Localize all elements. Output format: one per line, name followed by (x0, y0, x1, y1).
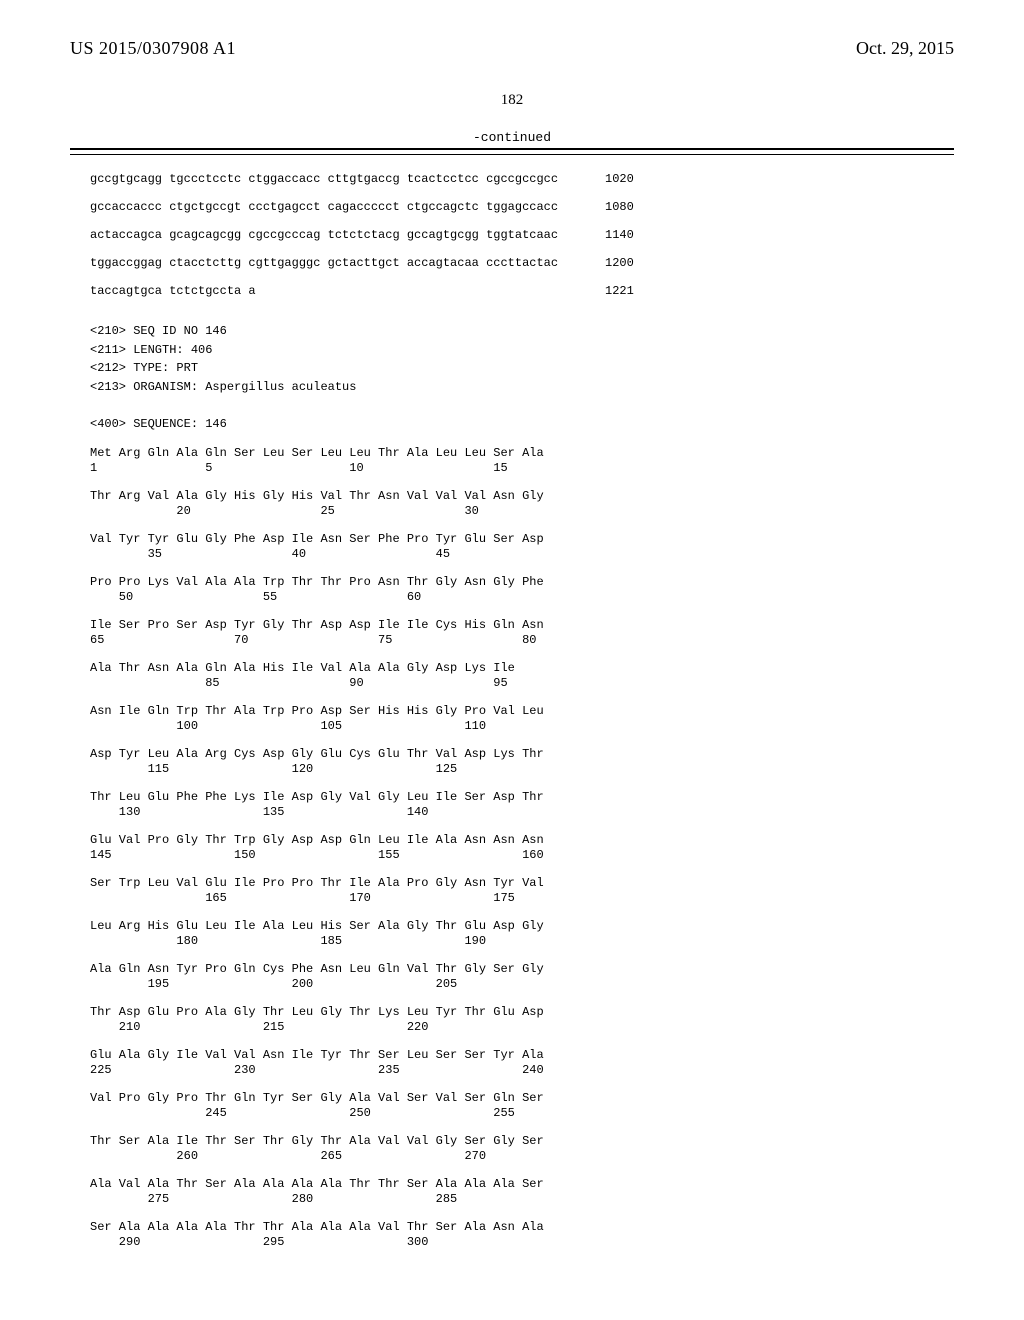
nucleotide-line: gccgtgcagg tgccctcctc ctggaccacc cttgtga… (90, 172, 558, 186)
protein-aa-line: Leu Arg His Glu Leu Ile Ala Leu His Ser … (90, 919, 544, 933)
rule-top (70, 148, 954, 150)
protein-aa-line: Ser Trp Leu Val Glu Ile Pro Pro Thr Ile … (90, 876, 544, 890)
protein-aa-line: Met Arg Gln Ala Gln Ser Leu Ser Leu Leu … (90, 446, 544, 460)
nucleotide-line: taccagtgca tctctgccta a (90, 284, 256, 298)
protein-aa-line: Ser Ala Ala Ala Ala Thr Thr Ala Ala Ala … (90, 1220, 544, 1234)
seq-header-line: <210> SEQ ID NO 146 (90, 324, 227, 338)
nucleotide-pos: 1140 (605, 228, 634, 242)
seq-header-line: <400> SEQUENCE: 146 (90, 417, 227, 431)
protein-num-line: 85 90 95 (90, 676, 508, 690)
protein-num-line: 130 135 140 (90, 805, 428, 819)
protein-aa-line: Thr Leu Glu Phe Phe Lys Ile Asp Gly Val … (90, 790, 544, 804)
protein-aa-line: Ile Ser Pro Ser Asp Tyr Gly Thr Asp Asp … (90, 618, 544, 632)
protein-num-line: 195 200 205 (90, 977, 457, 991)
protein-num-line: 50 55 60 (90, 590, 421, 604)
protein-aa-line: Val Pro Gly Pro Thr Gln Tyr Ser Gly Ala … (90, 1091, 544, 1105)
protein-aa-line: Thr Arg Val Ala Gly His Gly His Val Thr … (90, 489, 544, 503)
nucleotide-pos: 1221 (605, 284, 634, 298)
protein-aa-line: Val Tyr Tyr Glu Gly Phe Asp Ile Asn Ser … (90, 532, 544, 546)
protein-aa-line: Thr Asp Glu Pro Ala Gly Thr Leu Gly Thr … (90, 1005, 544, 1019)
page-number: 182 (0, 92, 1024, 109)
protein-num-line: 165 170 175 (90, 891, 515, 905)
protein-num-line: 20 25 30 (90, 504, 479, 518)
protein-num-line: 115 120 125 (90, 762, 457, 776)
protein-aa-line: Ala Val Ala Thr Ser Ala Ala Ala Ala Thr … (90, 1177, 544, 1191)
seq-header-line: <211> LENGTH: 406 (90, 343, 212, 357)
nucleotide-pos: 1200 (605, 256, 634, 270)
protein-aa-line: Thr Ser Ala Ile Thr Ser Thr Gly Thr Ala … (90, 1134, 544, 1148)
rule-mid (70, 154, 954, 155)
protein-num-line: 35 40 45 (90, 547, 450, 561)
protein-num-line: 65 70 75 80 (90, 633, 536, 647)
protein-num-line: 100 105 110 (90, 719, 486, 733)
protein-num-line: 1 5 10 15 (90, 461, 508, 475)
protein-aa-line: Glu Val Pro Gly Thr Trp Gly Asp Asp Gln … (90, 833, 544, 847)
protein-aa-line: Glu Ala Gly Ile Val Val Asn Ile Tyr Thr … (90, 1048, 544, 1062)
protein-num-line: 275 280 285 (90, 1192, 457, 1206)
protein-aa-line: Asp Tyr Leu Ala Arg Cys Asp Gly Glu Cys … (90, 747, 544, 761)
protein-aa-line: Asn Ile Gln Trp Thr Ala Trp Pro Asp Ser … (90, 704, 544, 718)
nucleotide-line: gccaccaccc ctgctgccgt ccctgagcct cagaccc… (90, 200, 558, 214)
protein-num-line: 145 150 155 160 (90, 848, 544, 862)
nucleotide-line: tggaccggag ctacctcttg cgttgagggc gctactt… (90, 256, 558, 270)
nucleotide-line: actaccagca gcagcagcgg cgccgcccag tctctct… (90, 228, 558, 242)
continued-label: -continued (0, 130, 1024, 145)
pub-date: Oct. 29, 2015 (856, 38, 954, 59)
seq-header-line: <213> ORGANISM: Aspergillus aculeatus (90, 380, 356, 394)
nucleotide-pos: 1020 (605, 172, 634, 186)
protein-num-line: 225 230 235 240 (90, 1063, 544, 1077)
protein-aa-line: Pro Pro Lys Val Ala Ala Trp Thr Thr Pro … (90, 575, 544, 589)
seq-header-line: <212> TYPE: PRT (90, 361, 198, 375)
protein-num-line: 180 185 190 (90, 934, 486, 948)
page: US 2015/0307908 A1 Oct. 29, 2015 182 -co… (0, 0, 1024, 1320)
protein-aa-line: Ala Gln Asn Tyr Pro Gln Cys Phe Asn Leu … (90, 962, 544, 976)
protein-num-line: 210 215 220 (90, 1020, 428, 1034)
protein-num-line: 260 265 270 (90, 1149, 486, 1163)
nucleotide-pos: 1080 (605, 200, 634, 214)
protein-aa-line: Ala Thr Asn Ala Gln Ala His Ile Val Ala … (90, 661, 515, 675)
protein-num-line: 245 250 255 (90, 1106, 515, 1120)
pub-number: US 2015/0307908 A1 (70, 38, 236, 59)
protein-num-line: 290 295 300 (90, 1235, 428, 1249)
